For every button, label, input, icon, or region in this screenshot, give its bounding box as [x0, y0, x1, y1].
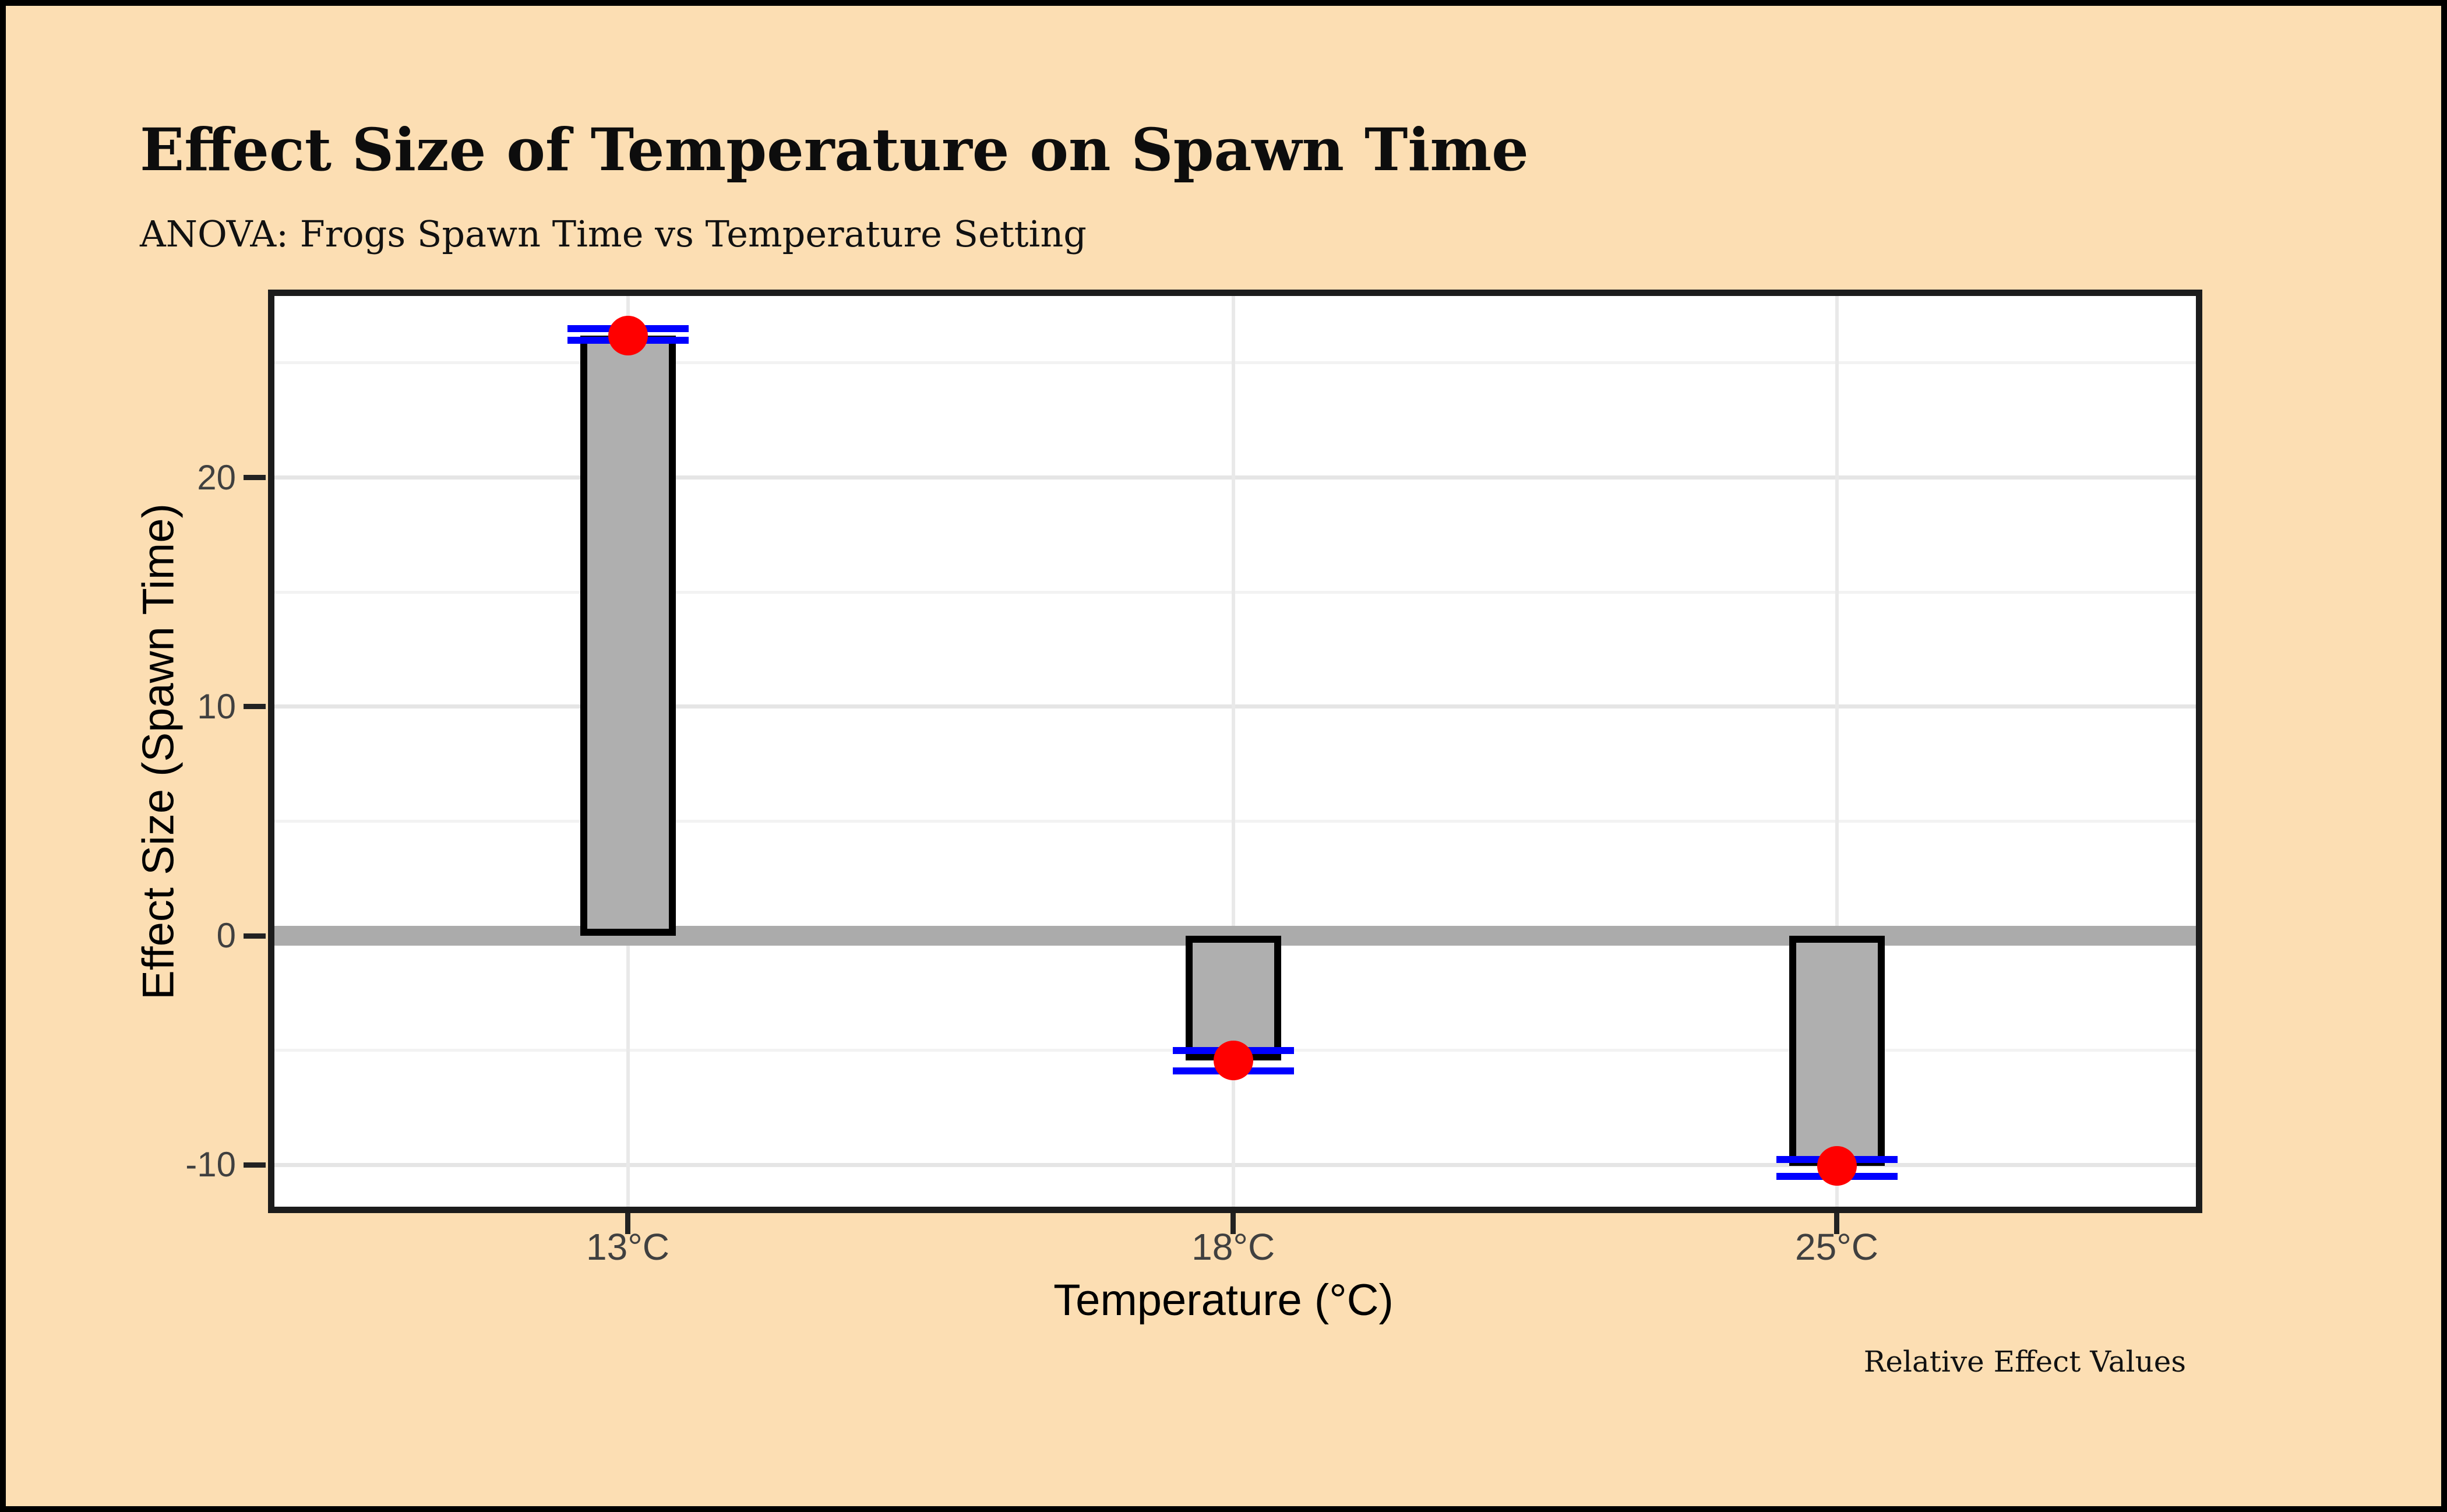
bar-18°C — [1185, 936, 1281, 1061]
y-tick-label: 10 — [197, 686, 236, 726]
x-tick-label: 18°C — [1191, 1226, 1275, 1268]
y-tick-mark — [244, 933, 266, 939]
y-tick-label: 0 — [216, 916, 236, 956]
y-tick-label: -10 — [185, 1145, 236, 1185]
data-point — [1817, 1146, 1857, 1186]
x-tick-mark — [1230, 1213, 1236, 1234]
data-point — [1213, 1041, 1253, 1081]
minor-gridline — [268, 819, 2202, 823]
y-tick-mark — [244, 704, 266, 710]
major-gridline — [268, 704, 2202, 709]
minor-gridline — [268, 590, 2202, 594]
y-tick-label: 20 — [197, 457, 236, 497]
data-point — [608, 315, 648, 355]
bar-13°C — [580, 335, 676, 936]
bar-25°C — [1789, 936, 1885, 1166]
y-tick-mark — [244, 475, 266, 480]
y-tick-mark — [244, 1162, 266, 1168]
x-tick-label: 13°C — [586, 1226, 670, 1268]
chart-caption: Relative Effect Values — [1863, 1345, 2186, 1379]
chart-subtitle: ANOVA: Frogs Spawn Time vs Temperature S… — [140, 213, 1087, 255]
x-axis-title: Temperature (°C) — [1053, 1275, 1394, 1325]
major-gridline — [268, 475, 2202, 480]
plot-panel — [268, 290, 2202, 1213]
chart-title: Effect Size of Temperature on Spawn Time — [140, 115, 1529, 184]
x-tick-mark — [625, 1213, 631, 1234]
minor-gridline — [268, 361, 2202, 365]
y-axis-title: Effect Size (Spawn Time) — [133, 503, 184, 1000]
major-gridline — [268, 1162, 2202, 1167]
category-gridline — [1835, 290, 1839, 1213]
x-tick-label: 25°C — [1795, 1226, 1879, 1268]
x-tick-mark — [1834, 1213, 1840, 1234]
category-gridline — [1231, 290, 1235, 1213]
